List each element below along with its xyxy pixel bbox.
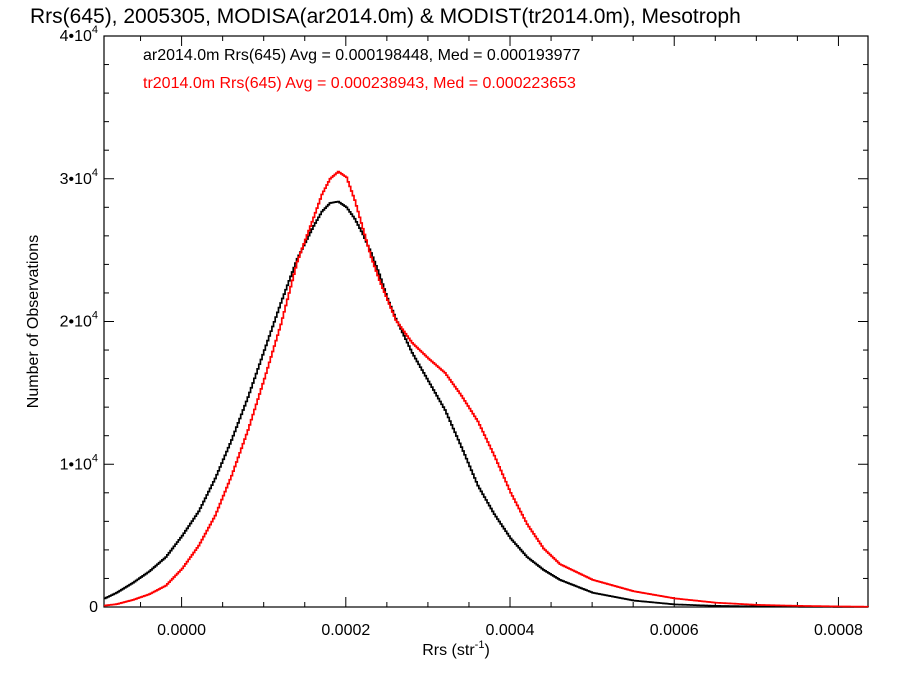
y-tick-exponent: 4 — [92, 24, 98, 36]
y-tick-base: 1•10 — [60, 456, 92, 473]
chart-title: Rrs(645), 2005305, MODISA(ar2014.0m) & M… — [30, 5, 741, 28]
legend-entry: ar2014.0m Rrs(645) Avg = 0.000198448, Me… — [143, 47, 580, 64]
y-tick-exponent: 4 — [92, 452, 98, 464]
x-axis-label-sup: -1 — [475, 639, 485, 651]
y-tick-base: 3•10 — [60, 171, 92, 188]
y-tick-label: 4•104 — [60, 24, 98, 45]
plot-axes: 0.0000 0.0002 0.0004 0.0006 0.000801•1042•10… — [60, 24, 869, 639]
y-axis-label: Number of Observations — [25, 235, 42, 408]
x-axis-label-tail: ) — [484, 642, 489, 659]
y-tick-exponent: 4 — [92, 310, 98, 322]
plot-frame — [103, 35, 869, 608]
x-tick-label: 0.0006 — [650, 622, 699, 639]
y-tick-label: 3•104 — [60, 167, 98, 188]
x-axis-label: Rrs (str-1) — [422, 639, 490, 659]
y-tick-exponent: 4 — [92, 167, 98, 179]
y-tick-base: 2•10 — [60, 314, 92, 331]
y-tick-base: 0 — [89, 599, 98, 616]
series-line-tr2014 — [104, 170, 869, 608]
y-tick-base: 4•10 — [60, 28, 92, 45]
series-line-ar2014 — [104, 200, 869, 608]
y-tick-label: 2•104 — [60, 310, 98, 331]
legend-entry: tr2014.0m Rrs(645) Avg = 0.000238943, Me… — [143, 75, 576, 92]
legend: ar2014.0m Rrs(645) Avg = 0.000198448, Me… — [143, 47, 580, 92]
y-tick-label: 0 — [89, 599, 98, 616]
x-tick-label: 0.0000 — [157, 622, 206, 639]
series-layer — [104, 170, 869, 608]
x-tick-label: 0.0008 — [814, 622, 863, 639]
x-tick-label: 0.0004 — [486, 622, 535, 639]
x-axis-label-base: Rrs (str — [422, 642, 475, 659]
x-tick-label: 0.0002 — [321, 622, 370, 639]
y-tick-label: 1•104 — [60, 452, 98, 473]
